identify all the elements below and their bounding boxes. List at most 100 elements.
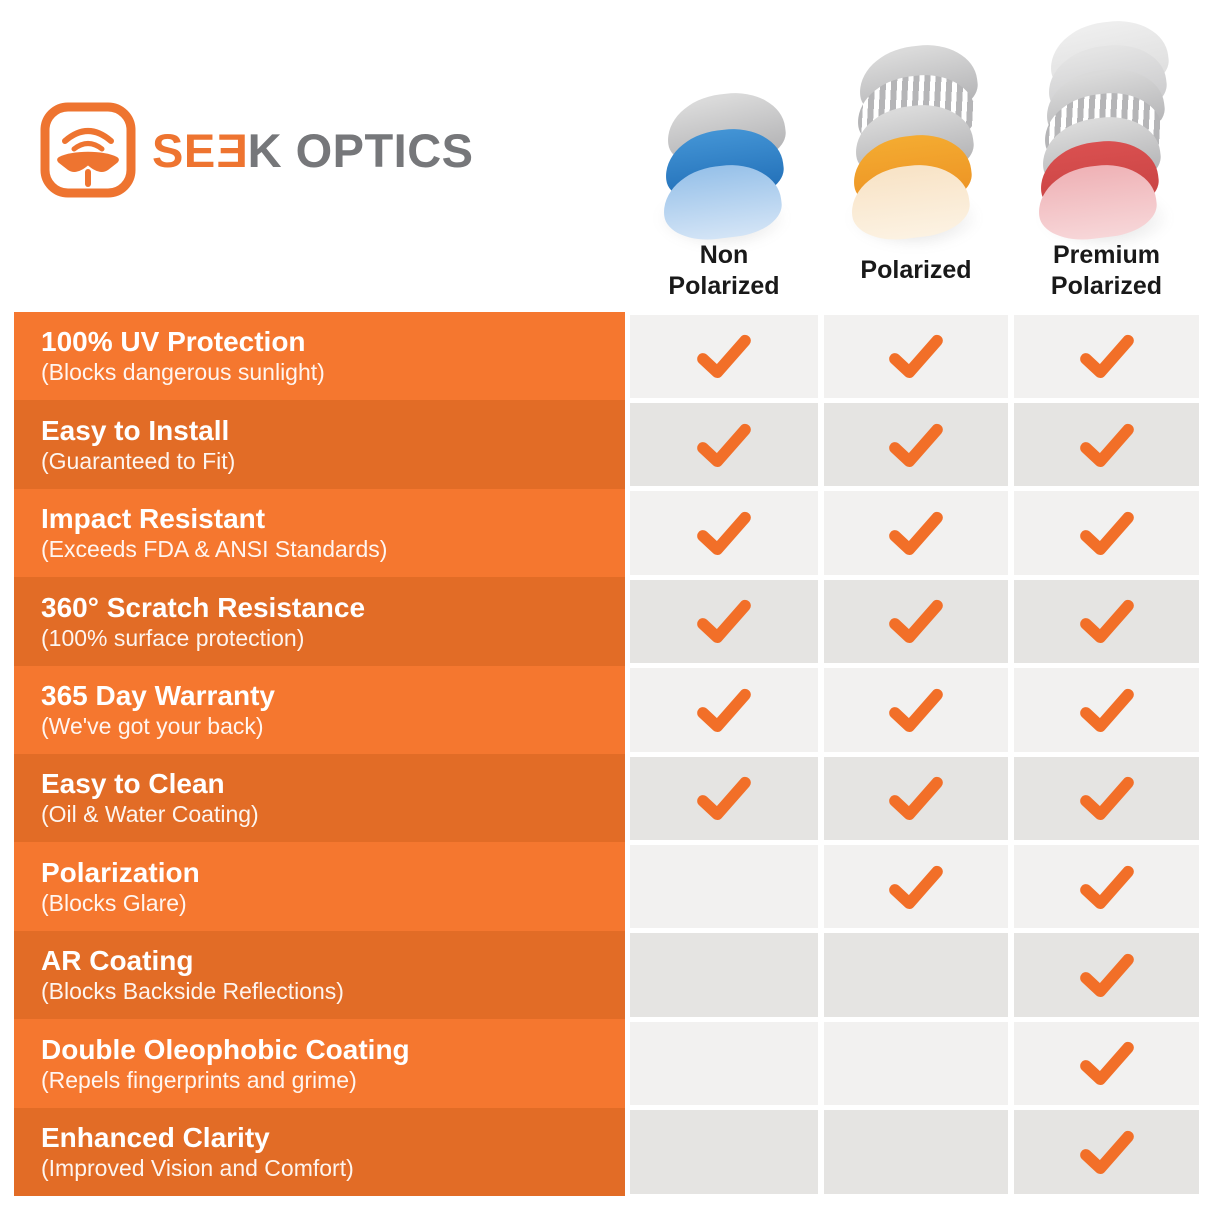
check-cell-non-polarized xyxy=(630,312,818,400)
feature-title: 360° Scratch Resistance xyxy=(41,591,366,623)
checkmark-icon xyxy=(1079,688,1134,732)
check-cell-polarized xyxy=(824,400,1008,488)
checkmark-icon xyxy=(697,511,751,556)
feature-cell: Enhanced Clarity (Improved Vision and Com… xyxy=(14,1107,625,1197)
table-row: 360° Scratch Resistance (100% surface pro… xyxy=(14,577,1199,666)
feature-cell: AR Coating (Blocks Backside Reflections) xyxy=(14,930,625,1020)
check-cell-non-polarized xyxy=(630,489,818,577)
check-cell-non-polarized xyxy=(630,931,818,1019)
reversed-e-glyph: E xyxy=(215,123,248,177)
checkmark-icon xyxy=(1079,1130,1134,1174)
check-cell-premium-polarized xyxy=(1014,400,1199,488)
table-row: Impact Resistant (Exceeds FDA & ANSI Stan… xyxy=(14,488,1199,578)
checkmark-icon xyxy=(889,777,943,821)
table-row: Double Oleophobic Coating (Repels fingerp… xyxy=(14,1019,1199,1108)
feature-subtitle: (Oil & Water Coating) xyxy=(41,801,259,828)
check-cell-polarized xyxy=(824,489,1008,577)
comparison-table: 100% UV Protection (Blocks dangerous sunl… xyxy=(14,312,1199,1197)
checkmark-icon xyxy=(1079,335,1134,379)
product-column-premium-polarized: Premium Polarized xyxy=(1014,15,1199,302)
checkmark-icon xyxy=(1079,777,1134,821)
polarized-lens-stack-image xyxy=(841,22,991,250)
check-cell-premium-polarized xyxy=(1014,1108,1199,1196)
table-row: Polarization (Blocks Glare) xyxy=(14,842,1199,931)
column-label-non-polarized: Non Polarized xyxy=(668,241,780,300)
check-cell-premium-polarized xyxy=(1014,489,1199,577)
feature-cell: Easy to Install (Guaranteed to Fit) xyxy=(14,400,625,489)
feature-cell: Impact Resistant (Exceeds FDA & ANSI Stan… xyxy=(14,488,625,578)
checkmark-icon xyxy=(889,335,943,379)
feature-subtitle: (Blocks Backside Reflections) xyxy=(41,978,344,1005)
seek-face-sunglasses-icon xyxy=(40,102,136,198)
feature-title: Double Oleophobic Coating xyxy=(41,1033,410,1065)
feature-subtitle: (Blocks Glare) xyxy=(41,889,187,916)
check-cell-premium-polarized xyxy=(1014,842,1199,930)
table-row: Enhanced Clarity (Improved Vision and Com… xyxy=(14,1107,1199,1197)
table-row: Easy to Install (Guaranteed to Fit) xyxy=(14,400,1199,489)
check-cell-polarized xyxy=(824,1019,1008,1107)
checkmark-icon xyxy=(697,335,751,379)
table-row: 100% UV Protection (Blocks dangerous sunl… xyxy=(14,312,1199,401)
check-cell-polarized xyxy=(824,931,1008,1019)
check-cell-non-polarized xyxy=(630,666,818,754)
check-cell-premium-polarized xyxy=(1014,666,1199,754)
check-cell-non-polarized xyxy=(630,1019,818,1107)
feature-title: 365 Day Warranty xyxy=(41,680,275,712)
check-cell-premium-polarized xyxy=(1014,312,1199,400)
check-cell-non-polarized xyxy=(630,754,818,842)
feature-cell: 365 Day Warranty (We've got your back) xyxy=(14,665,625,755)
check-cell-polarized xyxy=(824,842,1008,930)
feature-subtitle: (We've got your back) xyxy=(41,713,264,740)
checkmark-icon xyxy=(889,688,943,732)
feature-title: Easy to Clean xyxy=(41,768,225,800)
check-cell-non-polarized xyxy=(630,400,818,488)
check-cell-polarized xyxy=(824,577,1008,665)
feature-title: Polarization xyxy=(41,856,200,888)
feature-cell: 360° Scratch Resistance (100% surface pro… xyxy=(14,577,625,666)
feature-subtitle: (Guaranteed to Fit) xyxy=(41,447,236,474)
checkmark-icon xyxy=(889,600,943,644)
feature-title: AR Coating xyxy=(41,945,194,977)
product-column-non-polarized: Non Polarized xyxy=(630,22,818,302)
check-cell-non-polarized xyxy=(630,842,818,930)
checkmark-icon xyxy=(697,600,751,644)
feature-cell: 100% UV Protection (Blocks dangerous sunl… xyxy=(14,312,625,401)
feature-cell: Double Oleophobic Coating (Repels fingerp… xyxy=(14,1019,625,1108)
brand-name: SEEK OPTICS xyxy=(152,123,474,177)
check-cell-premium-polarized xyxy=(1014,577,1199,665)
feature-cell: Polarization (Blocks Glare) xyxy=(14,842,625,931)
checkmark-icon xyxy=(1079,953,1134,998)
check-cell-premium-polarized xyxy=(1014,931,1199,1019)
feature-title: Easy to Install xyxy=(41,414,230,446)
feature-title: 100% UV Protection xyxy=(41,326,306,358)
check-cell-non-polarized xyxy=(630,1108,818,1196)
checkmark-icon xyxy=(697,423,751,467)
table-row: AR Coating (Blocks Backside Reflections) xyxy=(14,930,1199,1020)
column-label-premium-polarized: Premium Polarized xyxy=(1050,241,1163,300)
feature-title: Impact Resistant xyxy=(41,503,266,535)
checkmark-icon xyxy=(889,423,943,467)
checkmark-icon xyxy=(889,865,943,909)
checkmark-icon xyxy=(1079,600,1134,644)
check-cell-polarized xyxy=(824,666,1008,754)
feature-subtitle: (Repels fingerprints and grime) xyxy=(41,1066,357,1093)
checkmark-icon xyxy=(1079,865,1134,909)
product-column-polarized: Polarized xyxy=(824,22,1008,302)
check-cell-non-polarized xyxy=(630,577,818,665)
check-cell-premium-polarized xyxy=(1014,1019,1199,1107)
feature-subtitle: (Improved Vision and Comfort) xyxy=(41,1155,354,1182)
feature-subtitle: (Blocks dangerous sunlight) xyxy=(41,359,325,386)
checkmark-icon xyxy=(1079,1042,1134,1086)
brand-logo: SEEK OPTICS xyxy=(38,100,474,200)
feature-cell: Easy to Clean (Oil & Water Coating) xyxy=(14,754,625,843)
checkmark-icon xyxy=(889,511,943,556)
checkmark-icon xyxy=(1079,511,1134,556)
check-cell-premium-polarized xyxy=(1014,754,1199,842)
feature-title: Enhanced Clarity xyxy=(41,1122,270,1154)
premium-polarized-lens-stack-image xyxy=(1032,15,1182,250)
checkmark-icon xyxy=(697,777,751,821)
table-row: Easy to Clean (Oil & Water Coating) xyxy=(14,754,1199,843)
checkmark-icon xyxy=(1079,423,1134,467)
checkmark-icon xyxy=(697,688,751,732)
